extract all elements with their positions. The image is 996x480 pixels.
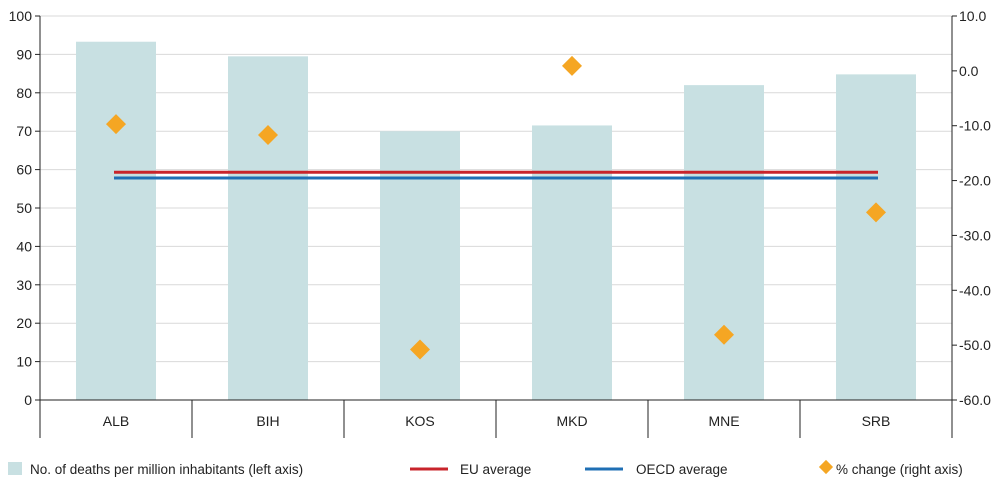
bar [228, 56, 308, 400]
category-labels: ALB BIH KOS MKD MNE SRB [103, 413, 891, 429]
bar [76, 41, 156, 401]
left-tick-label: 60 [16, 162, 32, 178]
right-tick-label: 10.0 [959, 8, 986, 24]
percent-change-markers [106, 55, 886, 360]
right-tick-label: -50.0 [959, 337, 991, 353]
percent-change-marker [410, 339, 430, 360]
legend-swatch-percent-change [818, 459, 834, 475]
category-label: BIH [256, 413, 279, 429]
legend-label-oecd: OECD average [636, 462, 728, 477]
axes [35, 15, 957, 438]
percent-change-marker [258, 125, 278, 146]
bar-series [76, 41, 916, 401]
percent-change-marker [562, 55, 582, 76]
percent-change-marker [866, 202, 886, 223]
left-tick-label: 50 [16, 200, 32, 216]
gridlines [40, 15, 952, 401]
left-tick-label: 10 [16, 354, 32, 370]
legend-label-eu: EU average [460, 462, 531, 477]
bar [532, 125, 612, 400]
right-tick-label: -10.0 [959, 118, 991, 134]
left-tick-label: 0 [24, 392, 32, 408]
legend-label-percent-change: % change (right axis) [836, 462, 963, 477]
right-tick-label: -40.0 [959, 282, 991, 298]
left-tick-label: 100 [9, 8, 33, 24]
left-tick-label: 90 [16, 46, 32, 62]
category-label: ALB [103, 413, 129, 429]
category-label: MKD [556, 413, 587, 429]
right-tick-label: -30.0 [959, 227, 991, 243]
right-tick-label: 0.0 [959, 63, 979, 79]
bar [684, 85, 764, 401]
left-tick-label: 40 [16, 238, 32, 254]
bar [836, 74, 916, 401]
percent-change-marker [714, 324, 734, 345]
left-tick-label: 80 [16, 85, 32, 101]
left-tick-label: 70 [16, 123, 32, 139]
right-tick-label: -20.0 [959, 173, 991, 189]
category-label: KOS [405, 413, 435, 429]
left-tick-label: 20 [16, 315, 32, 331]
legend-swatch-deaths [8, 462, 22, 475]
left-tick-label: 30 [16, 277, 32, 293]
right-tick-label: -60.0 [959, 392, 991, 408]
percent-change-marker [106, 114, 126, 135]
tick-labels: 0 10 20 30 40 50 60 70 80 90 100 -60.0 -50.0 -40.0 -30… [9, 8, 991, 408]
category-label: SRB [862, 413, 891, 429]
legend: No. of deaths per million inhabitants (l… [8, 459, 963, 477]
average-lines [114, 170, 878, 180]
legend-label-deaths: No. of deaths per million inhabitants (l… [30, 462, 303, 477]
category-label: MNE [708, 413, 739, 429]
